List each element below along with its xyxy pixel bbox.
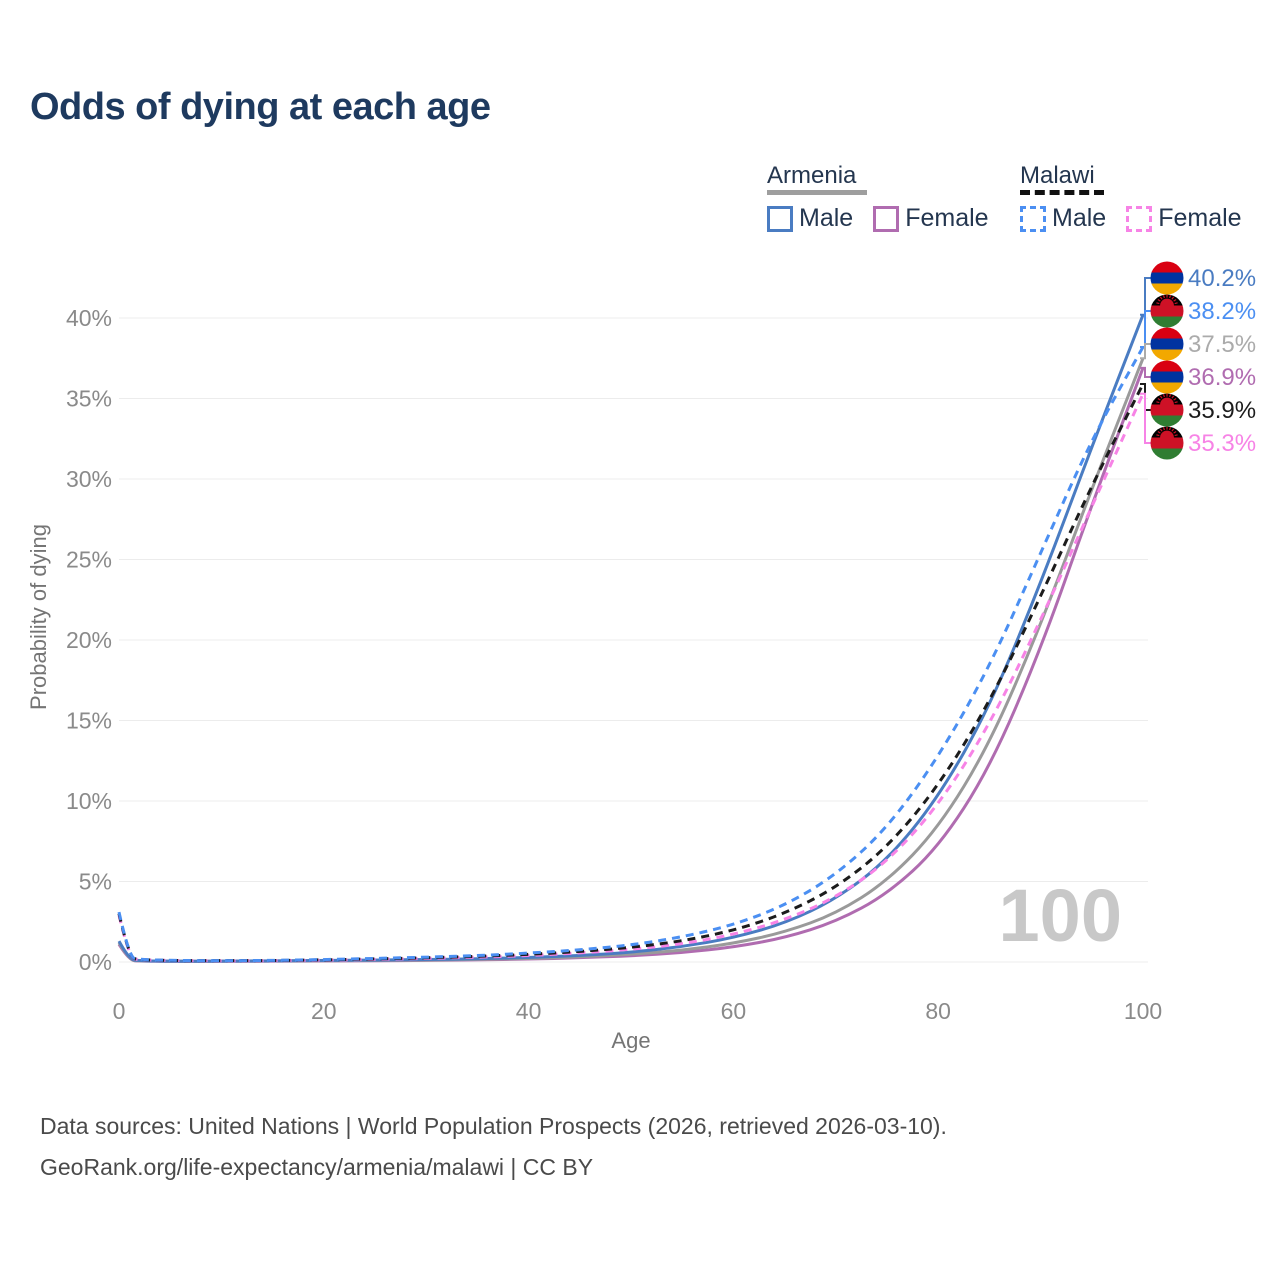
legend-group-malawi-label: Malawi — [1020, 162, 1095, 189]
watermark-100: 100 — [999, 874, 1122, 957]
end-value-label: 38.2% — [1188, 298, 1256, 325]
end-label-connector — [1140, 392, 1151, 444]
end-label-connector — [1140, 366, 1151, 378]
x-tick-label: 40 — [516, 998, 542, 1024]
x-axis-title: Age — [611, 1028, 650, 1053]
y-tick-label: 5% — [79, 869, 112, 895]
end-value-label: 35.9% — [1188, 397, 1256, 424]
x-tick-label: 20 — [311, 998, 337, 1024]
y-tick-label: 0% — [79, 949, 112, 975]
y-tick-label: 20% — [66, 627, 112, 653]
legend-malawi-line-sample — [1020, 190, 1104, 195]
y-tick-label: 40% — [66, 305, 112, 331]
malawi-female-swatch-icon — [1126, 205, 1153, 232]
malawi-male-swatch-icon — [1020, 205, 1046, 232]
footer: Data sources: United Nations | World Pop… — [40, 1106, 947, 1188]
legend-item-malawi-female: Female — [1126, 204, 1242, 233]
legend-armenia-items: Male Female — [767, 204, 989, 233]
y-tick-label: 15% — [66, 708, 112, 734]
rising-sun-icon — [1160, 298, 1174, 306]
rising-sun-icon — [1160, 430, 1174, 438]
data-sources-line: Data sources: United Nations | World Pop… — [40, 1113, 947, 1139]
legend-item-armenia-female: Female — [873, 204, 989, 233]
x-tick-label: 80 — [925, 998, 951, 1024]
y-axis-title: Probability of dying — [26, 524, 51, 710]
y-tick-label: 35% — [66, 386, 112, 412]
attribution-line: GeoRank.org/life-expectancy/armenia/mala… — [40, 1154, 594, 1180]
series-line-malawi-combined[interactable] — [117, 383, 1145, 963]
malawi-flag-icon — [1150, 426, 1184, 460]
legend-label: Male — [1052, 204, 1107, 232]
series-line-armenia-combined[interactable] — [117, 357, 1145, 963]
series-line-armenia-male[interactable] — [117, 314, 1145, 963]
chart-title: Odds of dying at each age — [30, 86, 491, 128]
rising-sun-icon — [1160, 397, 1174, 405]
legend-item-malawi-male: Male — [1020, 204, 1106, 233]
y-tick-label: 10% — [66, 788, 112, 814]
end-value-label: 36.9% — [1188, 364, 1256, 391]
legend-malawi-items: Male Female — [1020, 204, 1242, 233]
legend-label: Male — [799, 204, 854, 232]
armenia-female-swatch-icon — [873, 205, 900, 232]
legend-item-armenia-male: Male — [767, 204, 853, 233]
armenia-flag-icon — [1150, 327, 1184, 361]
legend-label: Female — [1158, 204, 1242, 232]
x-tick-label: 100 — [1124, 998, 1162, 1024]
legend-armenia-line-sample — [767, 190, 867, 195]
series-line-malawi-female[interactable] — [117, 393, 1145, 963]
legend-group-armenia-label: Armenia — [767, 162, 857, 189]
x-tick-label: 0 — [113, 998, 126, 1024]
end-value-label: 35.3% — [1188, 430, 1256, 457]
end-value-label: 40.2% — [1188, 265, 1256, 292]
series-line-malawi-male[interactable] — [117, 346, 1145, 963]
y-tick-label: 30% — [66, 466, 112, 492]
armenia-male-swatch-icon — [767, 205, 793, 232]
y-tick-label: 25% — [66, 547, 112, 573]
end-label-connector — [1140, 277, 1151, 316]
line-chart-area[interactable]: 0% 5% 10% 15% 20% 25% 30% 35% 40% 0 20 40 60 80 100 Age… — [0, 0, 1280, 1075]
x-tick-label: 60 — [721, 998, 747, 1024]
legend-label: Female — [905, 204, 989, 232]
end-value-label: 37.5% — [1188, 331, 1256, 358]
end-label-connector — [1140, 310, 1151, 348]
armenia-flag-icon — [1150, 360, 1184, 394]
end-label-connector — [1140, 343, 1151, 360]
malawi-flag-icon — [1150, 393, 1184, 427]
armenia-flag-icon — [1150, 261, 1184, 295]
malawi-flag-icon — [1150, 294, 1184, 328]
